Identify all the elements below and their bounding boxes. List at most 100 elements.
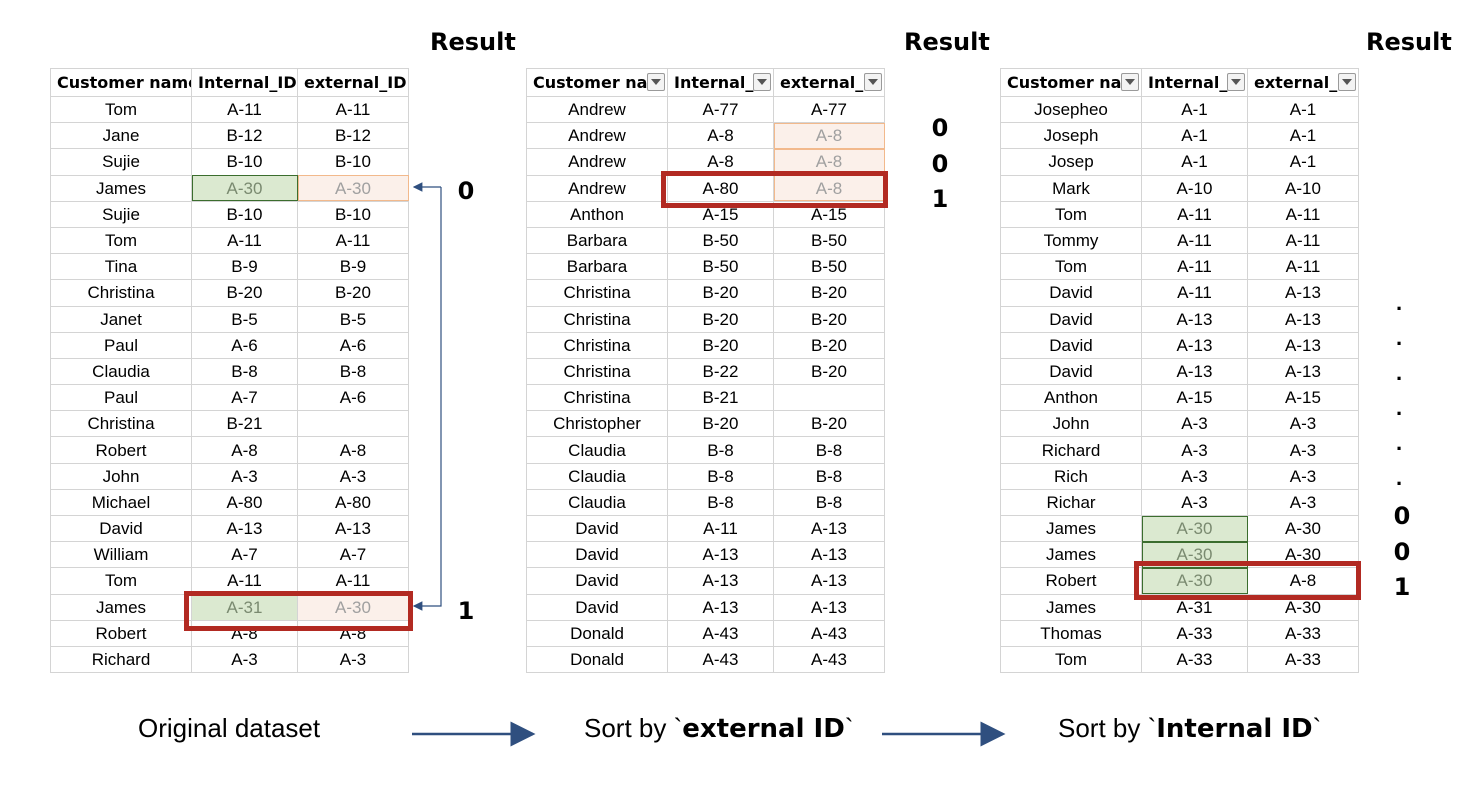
internal-id-cell[interactable]: A-11 [1141,227,1248,255]
internal-id-cell[interactable]: A-8 [191,620,298,647]
customer-name-cell[interactable]: Christopher [526,410,668,438]
customer-name-cell[interactable]: Claudia [50,358,192,386]
external-id-cell[interactable]: A-3 [1247,489,1359,517]
customer-name-cell[interactable]: Christina [526,384,668,412]
customer-name-cell[interactable]: John [1000,410,1142,438]
external-id-cell[interactable]: B-8 [773,436,885,464]
customer-name-cell[interactable]: Josep [1000,148,1142,176]
external-id-cell[interactable]: A-33 [1247,620,1359,647]
internal-id-cell[interactable]: A-80 [667,175,774,202]
customer-name-cell[interactable]: Tom [1000,253,1142,281]
external-id-cell[interactable]: B-5 [297,306,409,333]
customer-name-cell[interactable]: Andrew [526,175,668,202]
external-id-cell[interactable]: A-30 [1247,515,1359,543]
customer-name-cell[interactable]: Donald [526,620,668,647]
internal-id-cell[interactable]: A-30 [191,175,298,202]
external-id-cell[interactable]: B-9 [297,253,409,281]
external-id-cell[interactable]: A-1 [1247,122,1359,150]
filter-dropdown-icon[interactable] [1338,73,1356,91]
external-id-cell[interactable]: A-10 [1247,175,1359,202]
internal-id-cell[interactable]: B-20 [191,279,298,307]
external-id-cell[interactable]: B-20 [773,306,885,333]
external-id-cell[interactable]: A-8 [1247,567,1359,595]
external-id-cell[interactable]: B-20 [773,332,885,359]
external-id-cell[interactable]: A-13 [1247,332,1359,359]
customer-name-cell[interactable]: David [526,515,668,543]
internal-id-cell[interactable]: A-13 [191,515,298,543]
internal-id-cell[interactable]: B-22 [667,358,774,386]
internal-id-cell[interactable]: B-20 [667,279,774,307]
internal-id-cell[interactable]: B-8 [191,358,298,386]
customer-name-cell[interactable]: Christina [526,279,668,307]
external-id-cell[interactable]: A-30 [1247,541,1359,569]
external-id-cell[interactable]: B-8 [773,463,885,490]
external-id-cell[interactable]: B-12 [297,122,409,150]
internal-id-cell[interactable]: A-3 [1141,489,1248,517]
external-id-cell[interactable]: B-50 [773,227,885,255]
customer-name-cell[interactable]: Barbara [526,253,668,281]
internal-id-cell[interactable]: A-43 [667,620,774,647]
external-id-cell[interactable]: B-20 [773,410,885,438]
customer-name-cell[interactable]: Barbara [526,227,668,255]
internal-id-cell[interactable]: A-7 [191,541,298,569]
external-id-cell[interactable]: B-8 [773,489,885,517]
customer-name-cell[interactable]: Thomas [1000,620,1142,647]
external-id-cell[interactable]: A-8 [297,436,409,464]
filter-dropdown-icon[interactable] [864,73,882,91]
internal-id-cell[interactable]: A-10 [1141,175,1248,202]
customer-name-cell[interactable]: David [526,567,668,595]
internal-id-cell[interactable]: A-3 [1141,463,1248,490]
customer-name-cell[interactable]: Tommy [1000,227,1142,255]
internal-id-cell[interactable]: B-9 [191,253,298,281]
external-id-cell[interactable]: A-43 [773,620,885,647]
customer-name-cell[interactable]: Rich [1000,463,1142,490]
external-id-cell[interactable]: B-20 [773,358,885,386]
customer-name-cell[interactable]: David [526,594,668,621]
external-id-cell[interactable]: A-6 [297,384,409,412]
external-id-cell[interactable]: A-13 [773,541,885,569]
customer-name-cell[interactable]: Sujie [50,148,192,176]
external-id-cell[interactable]: A-15 [1247,384,1359,412]
external-id-cell[interactable]: B-10 [297,148,409,176]
external-id-cell[interactable]: A-43 [773,646,885,674]
external-id-cell[interactable]: A-1 [1247,95,1359,124]
internal-id-cell[interactable]: A-3 [191,463,298,490]
external-id-cell[interactable]: A-13 [773,515,885,543]
customer-name-cell[interactable]: David [1000,358,1142,386]
customer-name-cell[interactable]: James [1000,541,1142,569]
customer-name-cell[interactable]: Anthon [1000,384,1142,412]
internal-id-cell[interactable]: A-30 [1141,515,1248,543]
customer-name-cell[interactable]: Paul [50,332,192,359]
internal-id-cell[interactable]: A-8 [667,122,774,150]
internal-id-cell[interactable]: A-11 [1141,253,1248,281]
internal-id-cell[interactable]: A-13 [667,594,774,621]
internal-id-cell[interactable]: B-21 [667,384,774,412]
internal-id-cell[interactable]: A-43 [667,646,774,674]
customer-name-cell[interactable]: Robert [50,436,192,464]
internal-id-cell[interactable]: A-3 [1141,436,1248,464]
internal-id-cell[interactable]: A-3 [191,646,298,674]
customer-name-cell[interactable]: Christina [526,358,668,386]
external-id-cell[interactable]: A-3 [297,646,409,674]
customer-name-cell[interactable]: John [50,463,192,490]
internal-id-cell[interactable]: A-11 [667,515,774,543]
customer-name-cell[interactable]: Tom [50,227,192,255]
customer-name-cell[interactable]: Mark [1000,175,1142,202]
internal-id-cell[interactable]: A-11 [1141,279,1248,307]
internal-id-cell[interactable]: A-11 [191,227,298,255]
external-id-cell[interactable]: A-11 [297,567,409,595]
customer-name-cell[interactable]: William [50,541,192,569]
external-id-cell[interactable]: B-50 [773,253,885,281]
internal-id-cell[interactable]: A-13 [1141,306,1248,333]
internal-id-cell[interactable]: A-80 [191,489,298,517]
customer-name-cell[interactable]: David [526,541,668,569]
internal-id-cell[interactable]: B-8 [667,489,774,517]
internal-id-cell[interactable]: A-31 [191,594,298,621]
internal-id-cell[interactable]: B-10 [191,201,298,228]
internal-id-cell[interactable]: B-50 [667,227,774,255]
customer-name-cell[interactable]: Christina [50,410,192,438]
filter-dropdown-icon[interactable] [753,73,771,91]
external-id-cell[interactable]: A-7 [297,541,409,569]
customer-name-cell[interactable]: Tom [50,95,192,124]
external-id-cell[interactable]: A-30 [297,594,409,621]
